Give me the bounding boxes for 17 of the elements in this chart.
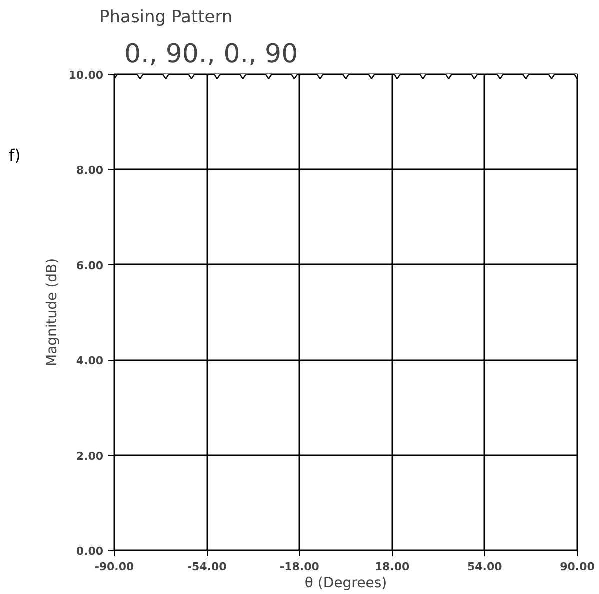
y-tick-label: 8.00: [76, 164, 104, 178]
y-tick-label: 6.00: [76, 259, 104, 272]
x-tick-label: -90.00: [94, 560, 135, 574]
y-tick-label: 4.00: [76, 354, 104, 368]
x-tick-label: 54.00: [468, 560, 503, 574]
x-tick-label: 90.00: [560, 560, 596, 574]
text: f): [9, 145, 21, 167]
y-tick-label: 0.00: [76, 545, 104, 558]
chart-title: Phasing Pattern: [100, 8, 233, 28]
chart-subtitle: 0., 90., 0., 90: [124, 40, 298, 70]
y-tick-label: 10.00: [68, 69, 104, 82]
y-axis-title: Magnitude (dB): [44, 258, 61, 367]
x-tick-label: -18.00: [280, 560, 320, 574]
x-axis-title: θ (Degrees): [304, 576, 388, 592]
y-tick-label: 2.00: [76, 450, 104, 463]
x-tick-label: 18.00: [374, 560, 410, 574]
x-tick-label: -54.00: [187, 560, 228, 574]
